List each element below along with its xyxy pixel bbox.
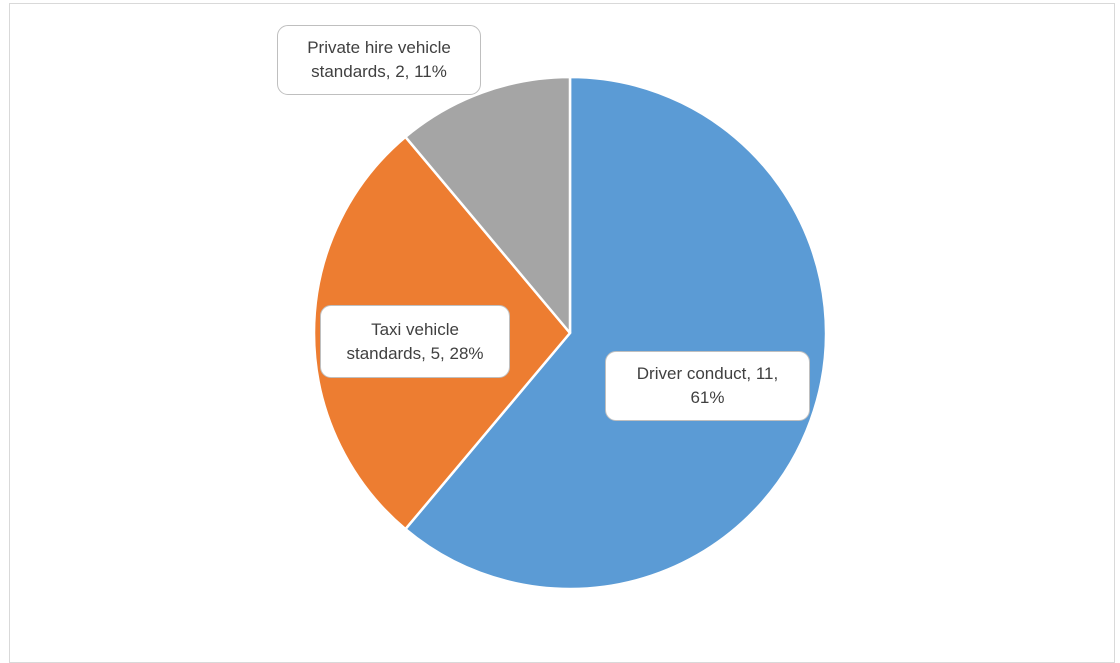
data-label-driver-conduct-line1: Driver conduct, 11, xyxy=(636,364,779,383)
data-label-driver-conduct-line2: 61% xyxy=(690,388,725,407)
data-label-private-hire-vehicle-standards: Private hire vehicle standards, 2, 11% xyxy=(277,25,481,95)
pie-slice-private-hire-vehicle-standards xyxy=(404,75,572,335)
data-label-driver-conduct: Driver conduct, 11, 61% xyxy=(605,351,810,421)
pie-slice-driver-conduct xyxy=(404,75,828,591)
data-label-taxi-vehicle-standards-line1: Taxi vehicle xyxy=(371,319,459,339)
data-label-private-hire-vehicle-standards-line1: Private hire vehicle xyxy=(307,38,451,57)
data-label-taxi-vehicle-standards-line2: standards, 5, 28% xyxy=(346,343,484,363)
data-label-taxi-vehicle-standards: Taxi vehicle standards, 5, 28% xyxy=(320,305,510,378)
data-label-private-hire-vehicle-standards-line2: standards, 2, 11% xyxy=(311,62,447,81)
